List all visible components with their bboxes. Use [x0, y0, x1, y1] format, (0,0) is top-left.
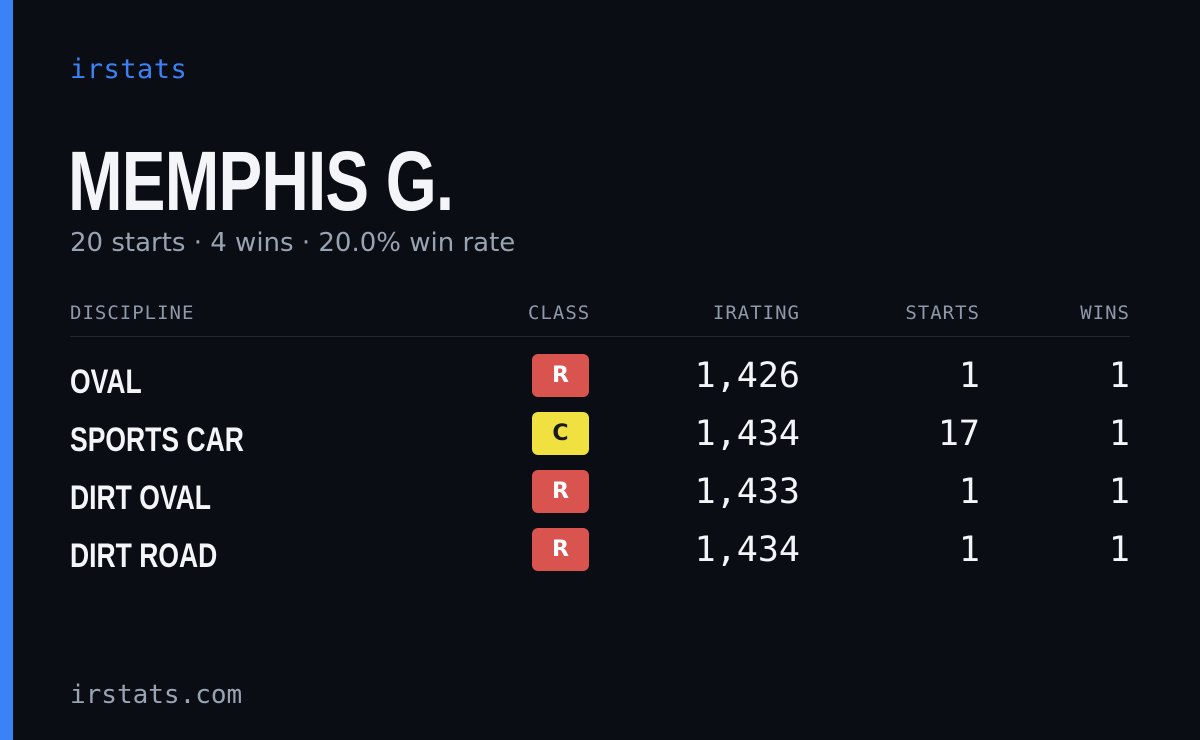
row-irating: 1,426: [694, 356, 800, 396]
header-starts: STARTS: [905, 302, 980, 324]
driver-name: MEMPHIS G.: [68, 134, 454, 228]
accent-bar: [0, 0, 13, 740]
class-badge: C: [532, 412, 589, 455]
row-discipline: OVAL: [70, 363, 142, 401]
header-irating: IRATING: [712, 302, 800, 324]
row-wins: 1: [1108, 530, 1130, 570]
header-discipline: DISCIPLINE: [70, 302, 195, 324]
row-wins: 1: [1108, 472, 1130, 512]
row-irating: 1,434: [694, 414, 800, 454]
class-badge: R: [532, 354, 589, 397]
row-starts: 1: [958, 356, 980, 396]
row-wins: 1: [1108, 356, 1130, 396]
row-irating: 1,434: [694, 530, 800, 570]
table-row: SPORTS CAR C 1,434 17 1: [0, 412, 1200, 470]
driver-summary: 20 starts · 4 wins · 20.0% win rate: [70, 228, 516, 258]
class-badge: R: [532, 528, 589, 571]
table-row: OVAL R 1,426 1 1: [0, 354, 1200, 412]
table-row: DIRT OVAL R 1,433 1 1: [0, 470, 1200, 528]
row-discipline: DIRT ROAD: [70, 537, 218, 575]
row-wins: 1: [1108, 414, 1130, 454]
class-badge: R: [532, 470, 589, 513]
header-wins: WINS: [1080, 302, 1130, 324]
row-starts: 1: [958, 472, 980, 512]
footer-url: irstats.com: [70, 680, 243, 710]
row-discipline: DIRT OVAL: [70, 479, 211, 517]
row-starts: 17: [937, 414, 980, 454]
row-discipline: SPORTS CAR: [70, 421, 244, 459]
brand-logo-text: irstats: [70, 54, 188, 85]
table-row: DIRT ROAD R 1,434 1 1: [0, 528, 1200, 586]
row-starts: 1: [958, 530, 980, 570]
header-divider: [70, 336, 1130, 337]
row-irating: 1,433: [694, 472, 800, 512]
header-class: CLASS: [528, 302, 591, 324]
